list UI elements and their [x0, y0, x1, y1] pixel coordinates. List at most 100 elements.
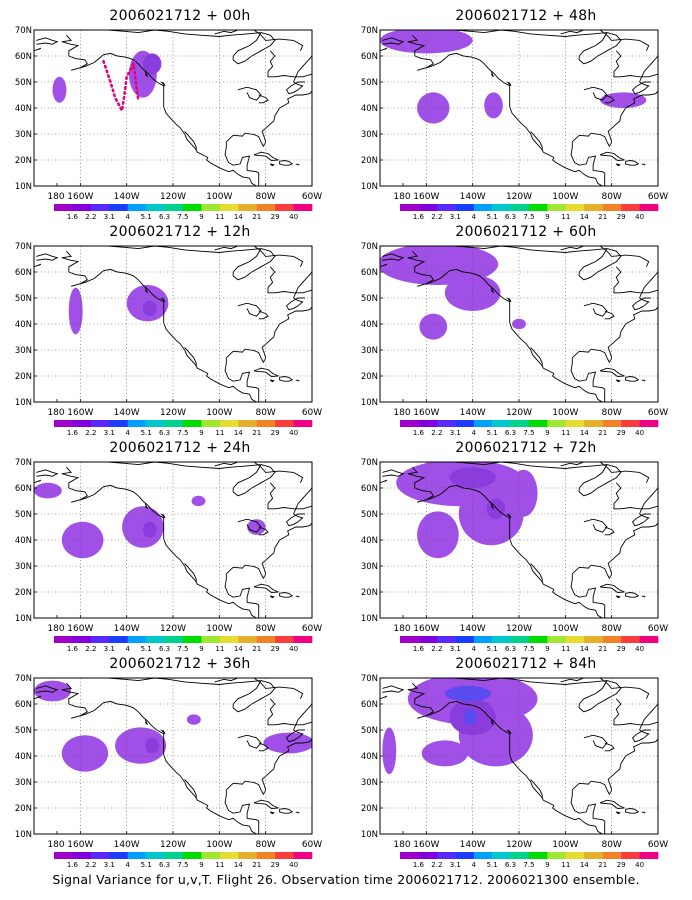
panel-00h: 2006021712 + 00h 10N 20N 30N 40N 50N 60N 70N 18…	[15, 8, 340, 221]
colorbar-swatch	[565, 420, 585, 427]
x-tick-label: 60W	[302, 624, 322, 634]
colorbar-swatch	[565, 636, 585, 643]
coastline	[571, 90, 658, 148]
colorbar-swatch	[201, 204, 221, 211]
coastline	[214, 462, 239, 467]
gridlines	[380, 462, 658, 618]
coastline	[184, 347, 197, 367]
x-tick-label: 80W	[255, 192, 275, 202]
colorbar-label: 6.3	[505, 861, 516, 869]
x-tick-label: 160W	[67, 408, 93, 418]
coastline	[232, 32, 276, 65]
x-tick-label: 80W	[255, 624, 275, 634]
variance-region	[486, 498, 506, 520]
colorbar-label: 5.1	[141, 861, 152, 869]
colorbar-label: 5.1	[487, 861, 498, 869]
colorbar-swatch	[418, 204, 438, 211]
colorbar-label: 9	[545, 429, 549, 437]
colorbar-swatch	[201, 636, 221, 643]
x-tick-label: 160W	[413, 192, 439, 202]
colorbar-label: 29	[617, 861, 626, 869]
y-tick-label: 30N	[15, 130, 32, 140]
coastline	[225, 90, 312, 148]
variance-region	[380, 30, 473, 54]
gridlines	[34, 678, 312, 834]
panel-title: 2006021712 + 48h	[455, 8, 597, 24]
colorbar-label: 29	[617, 213, 626, 221]
x-tick-label: 60W	[648, 840, 668, 850]
map-48h: 10N 20N 30N 40N 50N 60N 70N 180 160W 140W 120W 100W…	[361, 26, 668, 221]
coastline	[295, 595, 300, 598]
panel-12h: 2006021712 + 12h 10N 20N 30N 40N 50N 60N 70N 18…	[15, 224, 340, 437]
variance-region	[68, 287, 83, 335]
colorbar-swatch	[54, 204, 73, 211]
coastline	[232, 248, 276, 281]
coastline	[641, 379, 646, 382]
x-tick-label: 160W	[413, 624, 439, 634]
colorbar-label: 14	[580, 861, 589, 869]
coastline	[382, 253, 405, 261]
y-tick-label: 20N	[15, 156, 32, 166]
panel-title: 2006021712 + 00h	[109, 8, 251, 24]
x-tick-label: 160W	[67, 840, 93, 850]
plot-area	[34, 246, 312, 402]
y-tick-label: 30N	[361, 778, 378, 788]
coastline	[657, 732, 658, 734]
x-tick-label: 100W	[206, 624, 232, 634]
colorbar-swatch	[238, 636, 258, 643]
colorbar-swatch	[146, 636, 165, 643]
colorbar-swatch	[256, 852, 276, 859]
coastline	[270, 595, 275, 599]
x-tick-label: 100W	[552, 192, 578, 202]
flight-track	[102, 59, 140, 115]
colorbar-swatch	[602, 420, 622, 427]
coastline	[599, 151, 625, 161]
coastline	[657, 84, 658, 86]
coastline	[36, 253, 59, 261]
panel-48h: 2006021712 + 48h 10N 20N 30N 40N 50N 60N 70N 18…	[361, 8, 686, 221]
gridlines	[380, 30, 658, 186]
colorbar-swatch	[584, 852, 604, 859]
colorbar-label: 2.2	[431, 429, 442, 437]
colorbar-label: 11	[215, 213, 224, 221]
map-84h: 10N 20N 30N 40N 50N 60N 70N 180 160W 140W 120W 100W…	[361, 674, 668, 869]
panel-title: 2006021712 + 60h	[455, 224, 597, 240]
y-tick-label: 10N	[361, 398, 378, 408]
variance-region	[509, 469, 538, 517]
variance-region	[417, 511, 459, 559]
colorbar-label: 2.2	[431, 213, 442, 221]
variance-region	[145, 737, 160, 754]
coastline	[285, 487, 312, 527]
coastline	[616, 379, 621, 383]
x-tick-label: 80W	[255, 408, 275, 418]
y-tick-label: 20N	[15, 804, 32, 814]
colorbar-label: 3.1	[450, 645, 461, 653]
x-tick-label: 180	[47, 408, 64, 418]
coastline	[279, 592, 294, 598]
map-24h: 10N 20N 30N 40N 50N 60N 70N 180 160W 140W 120W 100W…	[15, 458, 322, 653]
coastline	[382, 37, 405, 45]
colorbar-label: 21	[598, 429, 607, 437]
colorbar-label: 3.1	[450, 213, 461, 221]
colorbar-swatch	[127, 420, 147, 427]
y-tick-label: 40N	[361, 104, 378, 114]
colorbar-swatch	[492, 204, 511, 211]
gridlines	[380, 678, 658, 834]
coastline	[530, 779, 543, 799]
colorbar-swatch	[492, 420, 511, 427]
y-tick-label: 60N	[15, 484, 32, 494]
panel-title: 2006021712 + 72h	[455, 440, 597, 456]
coastline	[237, 86, 262, 101]
coastline	[426, 678, 608, 685]
variance-region	[61, 521, 104, 559]
coastline	[571, 738, 658, 796]
figure-footer: Signal Variance for u,v,T. Flight 26. Ob…	[52, 872, 640, 887]
colorbar-label: 11	[215, 429, 224, 437]
y-tick-label: 10N	[361, 614, 378, 624]
colorbar-swatch	[436, 420, 456, 427]
coastline	[426, 30, 608, 37]
panel-72h: 2006021712 + 72h 10N 20N 30N 40N 50N 60N 70N 18…	[361, 440, 686, 653]
colorbar-swatch	[510, 852, 530, 859]
colorbar-swatch	[400, 420, 419, 427]
variance-region	[484, 92, 503, 119]
